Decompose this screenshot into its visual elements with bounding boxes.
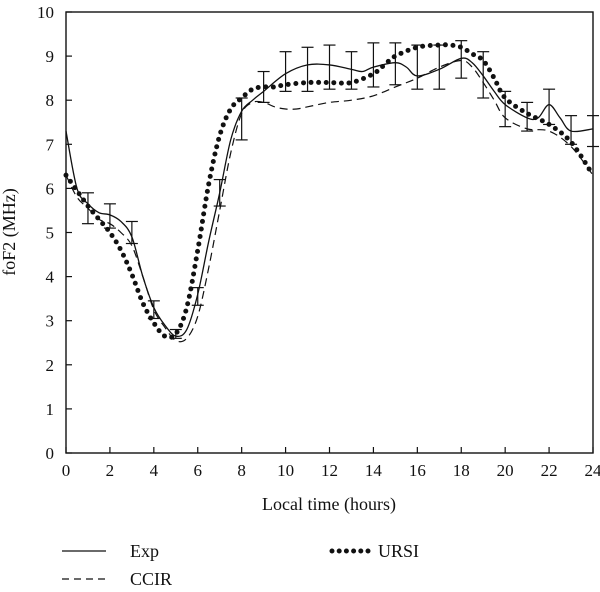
curves: [63, 42, 596, 343]
x-tick-label: 18: [453, 461, 470, 480]
y-tick-label: 8: [46, 91, 55, 110]
error-bar: [279, 51, 292, 92]
y-tick-label: 4: [46, 268, 55, 287]
x-tick-label: 4: [150, 461, 159, 480]
error-bar: [235, 97, 248, 141]
x-tick-label: 6: [194, 461, 203, 480]
y-tick-label: 9: [46, 47, 55, 66]
error-bar: [125, 220, 138, 245]
x-tick-label: 0: [62, 461, 71, 480]
error-bar: [367, 42, 380, 88]
error-bar: [103, 203, 116, 229]
legend-label-ccir: CCIR: [130, 569, 172, 589]
x-tick-label: 16: [409, 461, 426, 480]
y-tick-label: 3: [46, 312, 55, 331]
error-bar: [565, 115, 578, 145]
error-bar: [455, 40, 468, 79]
error-bar: [323, 44, 336, 90]
y-axis-ticks: 0 1 2 3 4 5 6 7 8 9 10: [37, 3, 72, 463]
x-tick-label: 12: [321, 461, 338, 480]
error-bar: [301, 46, 314, 92]
y-tick-label: 1: [46, 400, 55, 419]
error-bar: [147, 300, 160, 320]
x-tick-label: 2: [106, 461, 115, 480]
error-bar: [345, 51, 358, 90]
x-axis-title: Local time (hours): [262, 494, 396, 515]
error-bar: [543, 88, 556, 126]
x-axis-ticks: 0 2 4 6 8 10 12 14 16 18 20 22 24: [62, 447, 600, 480]
x-tick-label: 10: [277, 461, 294, 480]
error-bar: [213, 178, 226, 207]
series-line-ursi: [63, 42, 596, 341]
legend-label-exp: Exp: [130, 541, 159, 561]
y-tick-label: 10: [37, 3, 54, 22]
legend: Exp CCIR URSI: [62, 541, 419, 589]
y-tick-label: 2: [46, 356, 55, 375]
error-bar: [169, 328, 182, 339]
x-tick-label: 22: [541, 461, 558, 480]
y-axis-title: foF2 (MHz): [0, 188, 20, 276]
x-tick-label: 20: [497, 461, 514, 480]
error-bar: [81, 192, 94, 225]
error-bar: [499, 90, 512, 128]
series-line-ccir: [65, 59, 594, 343]
x-tick-label: 8: [237, 461, 246, 480]
error-bar: [191, 287, 204, 306]
error-bar: [433, 44, 446, 90]
y-tick-label: 6: [46, 179, 55, 198]
y-tick-label: 5: [46, 224, 55, 243]
y-tick-label: 7: [46, 135, 55, 154]
error-bar: [521, 101, 534, 132]
error-bar: [477, 51, 490, 99]
error-bars: [81, 40, 599, 339]
x-tick-label: 24: [585, 461, 600, 480]
y-tick-label: 0: [46, 444, 55, 463]
error-bar: [257, 70, 270, 104]
error-bar: [411, 44, 424, 90]
x-tick-label: 14: [365, 461, 383, 480]
legend-label-ursi: URSI: [378, 541, 419, 561]
series-line-exp: [65, 57, 594, 338]
error-bar: [389, 42, 402, 86]
error-bar: [587, 115, 599, 148]
